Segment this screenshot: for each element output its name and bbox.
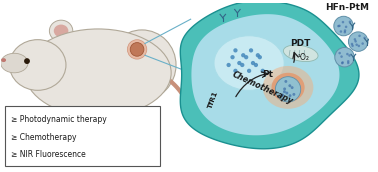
Circle shape <box>351 45 354 47</box>
FancyBboxPatch shape <box>5 106 160 166</box>
Circle shape <box>233 48 238 52</box>
Text: Pt: Pt <box>262 70 273 79</box>
Text: ≥ NIR Fluorescence: ≥ NIR Fluorescence <box>11 150 86 159</box>
Circle shape <box>354 40 357 43</box>
Text: ≥ Chemotherapy: ≥ Chemotherapy <box>11 133 77 142</box>
Circle shape <box>346 53 349 55</box>
Ellipse shape <box>130 82 144 103</box>
Text: TfR1: TfR1 <box>207 90 219 109</box>
Circle shape <box>337 25 340 27</box>
Circle shape <box>344 29 346 32</box>
Circle shape <box>288 84 291 87</box>
Circle shape <box>247 69 251 73</box>
Circle shape <box>347 60 350 63</box>
Circle shape <box>284 80 287 83</box>
Circle shape <box>230 55 235 59</box>
Circle shape <box>347 62 350 64</box>
Circle shape <box>349 32 368 51</box>
Circle shape <box>340 55 343 58</box>
Polygon shape <box>180 1 359 149</box>
Circle shape <box>340 30 342 33</box>
Circle shape <box>341 61 344 64</box>
Circle shape <box>249 48 253 52</box>
Circle shape <box>288 94 291 97</box>
Circle shape <box>283 90 286 93</box>
Text: HFn-PtM: HFn-PtM <box>325 3 369 12</box>
Ellipse shape <box>1 58 6 62</box>
Circle shape <box>244 55 248 59</box>
Ellipse shape <box>50 20 73 42</box>
Circle shape <box>348 54 351 57</box>
Circle shape <box>341 62 344 64</box>
Circle shape <box>363 37 366 39</box>
Ellipse shape <box>48 80 61 100</box>
Circle shape <box>358 35 361 37</box>
Circle shape <box>358 45 360 47</box>
Circle shape <box>335 47 354 67</box>
Text: Chemotherapy: Chemotherapy <box>231 70 294 106</box>
Polygon shape <box>191 14 339 135</box>
Circle shape <box>258 55 262 59</box>
Ellipse shape <box>214 36 284 90</box>
Text: PDT: PDT <box>290 39 310 47</box>
Circle shape <box>276 77 301 102</box>
Circle shape <box>130 43 144 56</box>
Circle shape <box>283 87 286 90</box>
Circle shape <box>256 53 260 57</box>
Circle shape <box>241 53 245 57</box>
Circle shape <box>285 92 288 94</box>
Circle shape <box>293 93 295 96</box>
Ellipse shape <box>271 73 305 102</box>
Ellipse shape <box>108 30 176 100</box>
Circle shape <box>280 94 284 97</box>
Circle shape <box>240 63 245 67</box>
Circle shape <box>233 69 238 73</box>
Circle shape <box>338 52 341 54</box>
Circle shape <box>24 58 30 64</box>
Circle shape <box>251 61 255 65</box>
Circle shape <box>237 61 242 65</box>
Ellipse shape <box>9 40 66 90</box>
Circle shape <box>354 38 356 41</box>
Ellipse shape <box>25 29 171 117</box>
Ellipse shape <box>72 80 85 100</box>
Circle shape <box>281 93 284 96</box>
Text: ≥ Photodynamic therapy: ≥ Photodynamic therapy <box>11 115 107 124</box>
Circle shape <box>351 43 353 45</box>
Circle shape <box>291 86 294 89</box>
Circle shape <box>260 69 265 73</box>
Circle shape <box>338 25 341 27</box>
Circle shape <box>254 63 258 67</box>
Circle shape <box>226 63 231 67</box>
Text: ¹O₂: ¹O₂ <box>298 53 310 62</box>
Circle shape <box>342 21 344 23</box>
Ellipse shape <box>284 45 318 62</box>
Ellipse shape <box>263 66 313 109</box>
Circle shape <box>349 21 351 23</box>
Circle shape <box>361 42 364 45</box>
Circle shape <box>355 44 358 46</box>
Circle shape <box>334 16 353 36</box>
Circle shape <box>345 26 347 28</box>
Ellipse shape <box>1 53 28 73</box>
Ellipse shape <box>106 82 119 103</box>
Ellipse shape <box>54 25 68 37</box>
Circle shape <box>344 31 346 34</box>
Circle shape <box>127 40 147 59</box>
